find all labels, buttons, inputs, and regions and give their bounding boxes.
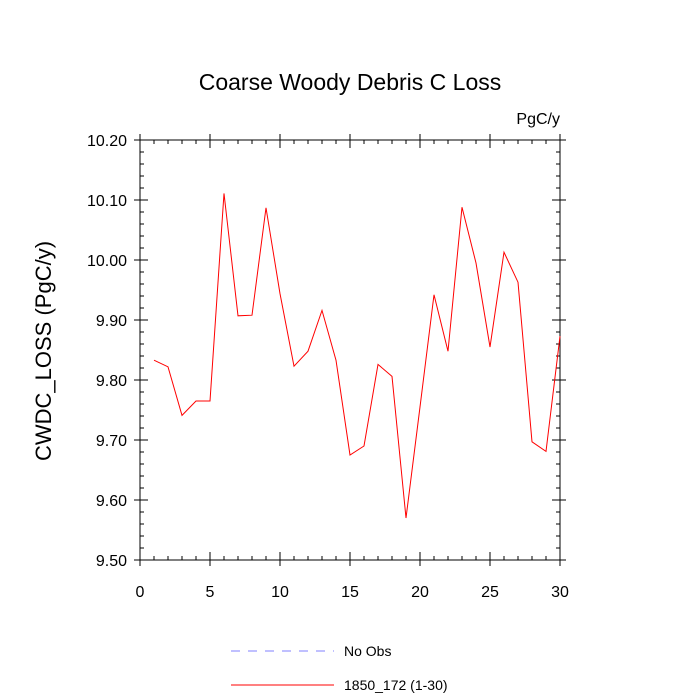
y-tick-label: 9.60	[96, 493, 127, 510]
legend-label: No Obs	[344, 643, 391, 659]
y-tick-label: 9.90	[96, 313, 127, 330]
y-tick-label: 9.80	[96, 373, 127, 390]
tick-labels: 9.50 9.60 9.70 9.80 9.90 10.00 10.10 10.20 0 5 10 1…	[87, 133, 569, 601]
units-label: PgC/y	[516, 111, 560, 128]
minor-ticks	[139, 139, 561, 561]
plot-area	[139, 139, 561, 561]
y-tick-label: 10.20	[87, 133, 127, 150]
series-layer	[153, 193, 561, 519]
series-line	[153, 193, 561, 519]
major-ticks	[134, 134, 566, 566]
x-tick-label: 25	[481, 584, 499, 601]
x-tick-label: 0	[136, 584, 145, 601]
plot-border	[139, 139, 561, 561]
legend: No Obs 1850_172 (1-30)	[231, 643, 448, 693]
y-tick-label: 10.00	[87, 253, 127, 270]
y-tick-label: 10.10	[87, 193, 127, 210]
y-tick-label: 9.70	[96, 433, 127, 450]
x-tick-label: 30	[551, 584, 569, 601]
chart-title: Coarse Woody Debris C Loss	[199, 69, 502, 95]
y-tick-label: 9.50	[96, 553, 127, 570]
x-tick-label: 10	[271, 584, 289, 601]
y-axis-label: CWDC_LOSS (PgC/y)	[31, 241, 56, 461]
x-tick-label: 15	[341, 584, 359, 601]
x-tick-label: 20	[411, 584, 429, 601]
x-tick-label: 5	[206, 584, 215, 601]
legend-label: 1850_172 (1-30)	[344, 677, 448, 693]
